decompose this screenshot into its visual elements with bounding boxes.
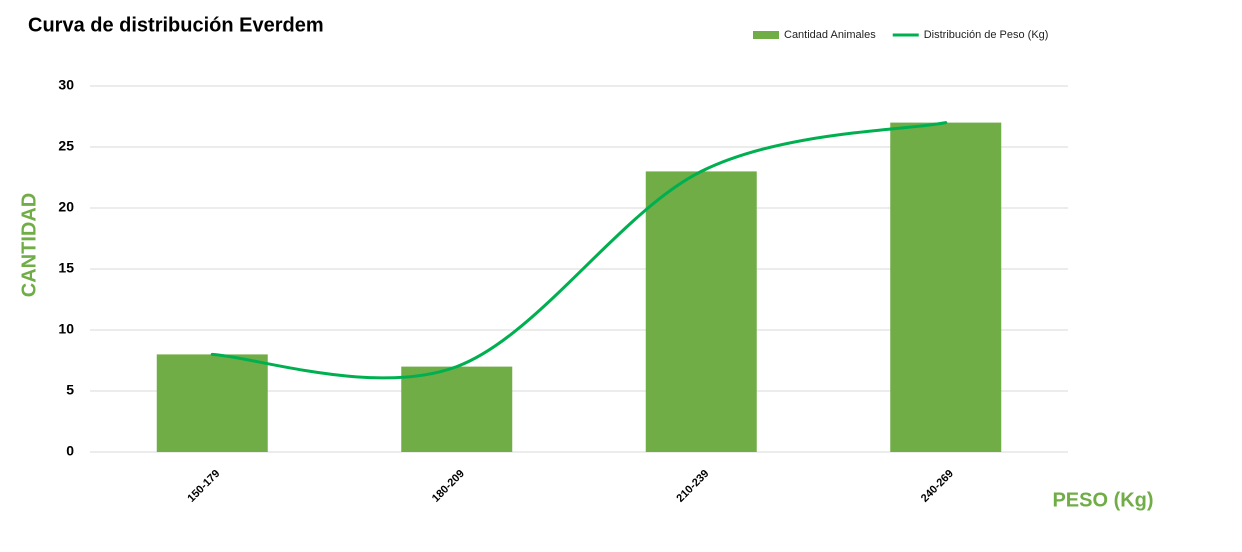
y-tick-label: 15 — [58, 260, 74, 276]
legend-label: Cantidad Animales — [784, 29, 876, 41]
y-tick-label: 5 — [66, 382, 74, 398]
x-tick-label: 210-239 — [674, 468, 711, 505]
line — [210, 121, 948, 380]
bar — [156, 354, 268, 452]
y-tick-label: 30 — [58, 77, 74, 93]
legend-swatch — [753, 31, 779, 39]
bar — [401, 366, 513, 452]
x-tick-label: 150-179 — [185, 468, 222, 505]
x-tick-label: 240-269 — [919, 468, 956, 505]
y-tick-label: 0 — [66, 443, 74, 459]
bar — [890, 122, 1002, 452]
x-tick-label: 180-209 — [430, 468, 467, 505]
x-axis-label: PESO (Kg) — [1052, 489, 1153, 511]
legend-label: Distribución de Peso (Kg) — [924, 29, 1049, 41]
chart-title: Curva de distribución Everdem — [28, 14, 324, 36]
bar — [645, 171, 757, 452]
y-tick-label: 20 — [58, 199, 74, 215]
y-axis-label: CANTIDAD — [18, 193, 40, 297]
y-tick-label: 25 — [58, 138, 74, 154]
y-tick-label: 10 — [58, 321, 74, 337]
